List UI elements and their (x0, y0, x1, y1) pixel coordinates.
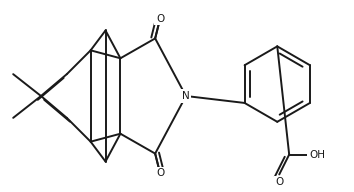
Text: N: N (182, 91, 190, 101)
Text: OH: OH (309, 150, 325, 160)
Text: O: O (275, 177, 284, 187)
Text: O: O (156, 14, 164, 24)
Text: O: O (156, 168, 164, 178)
